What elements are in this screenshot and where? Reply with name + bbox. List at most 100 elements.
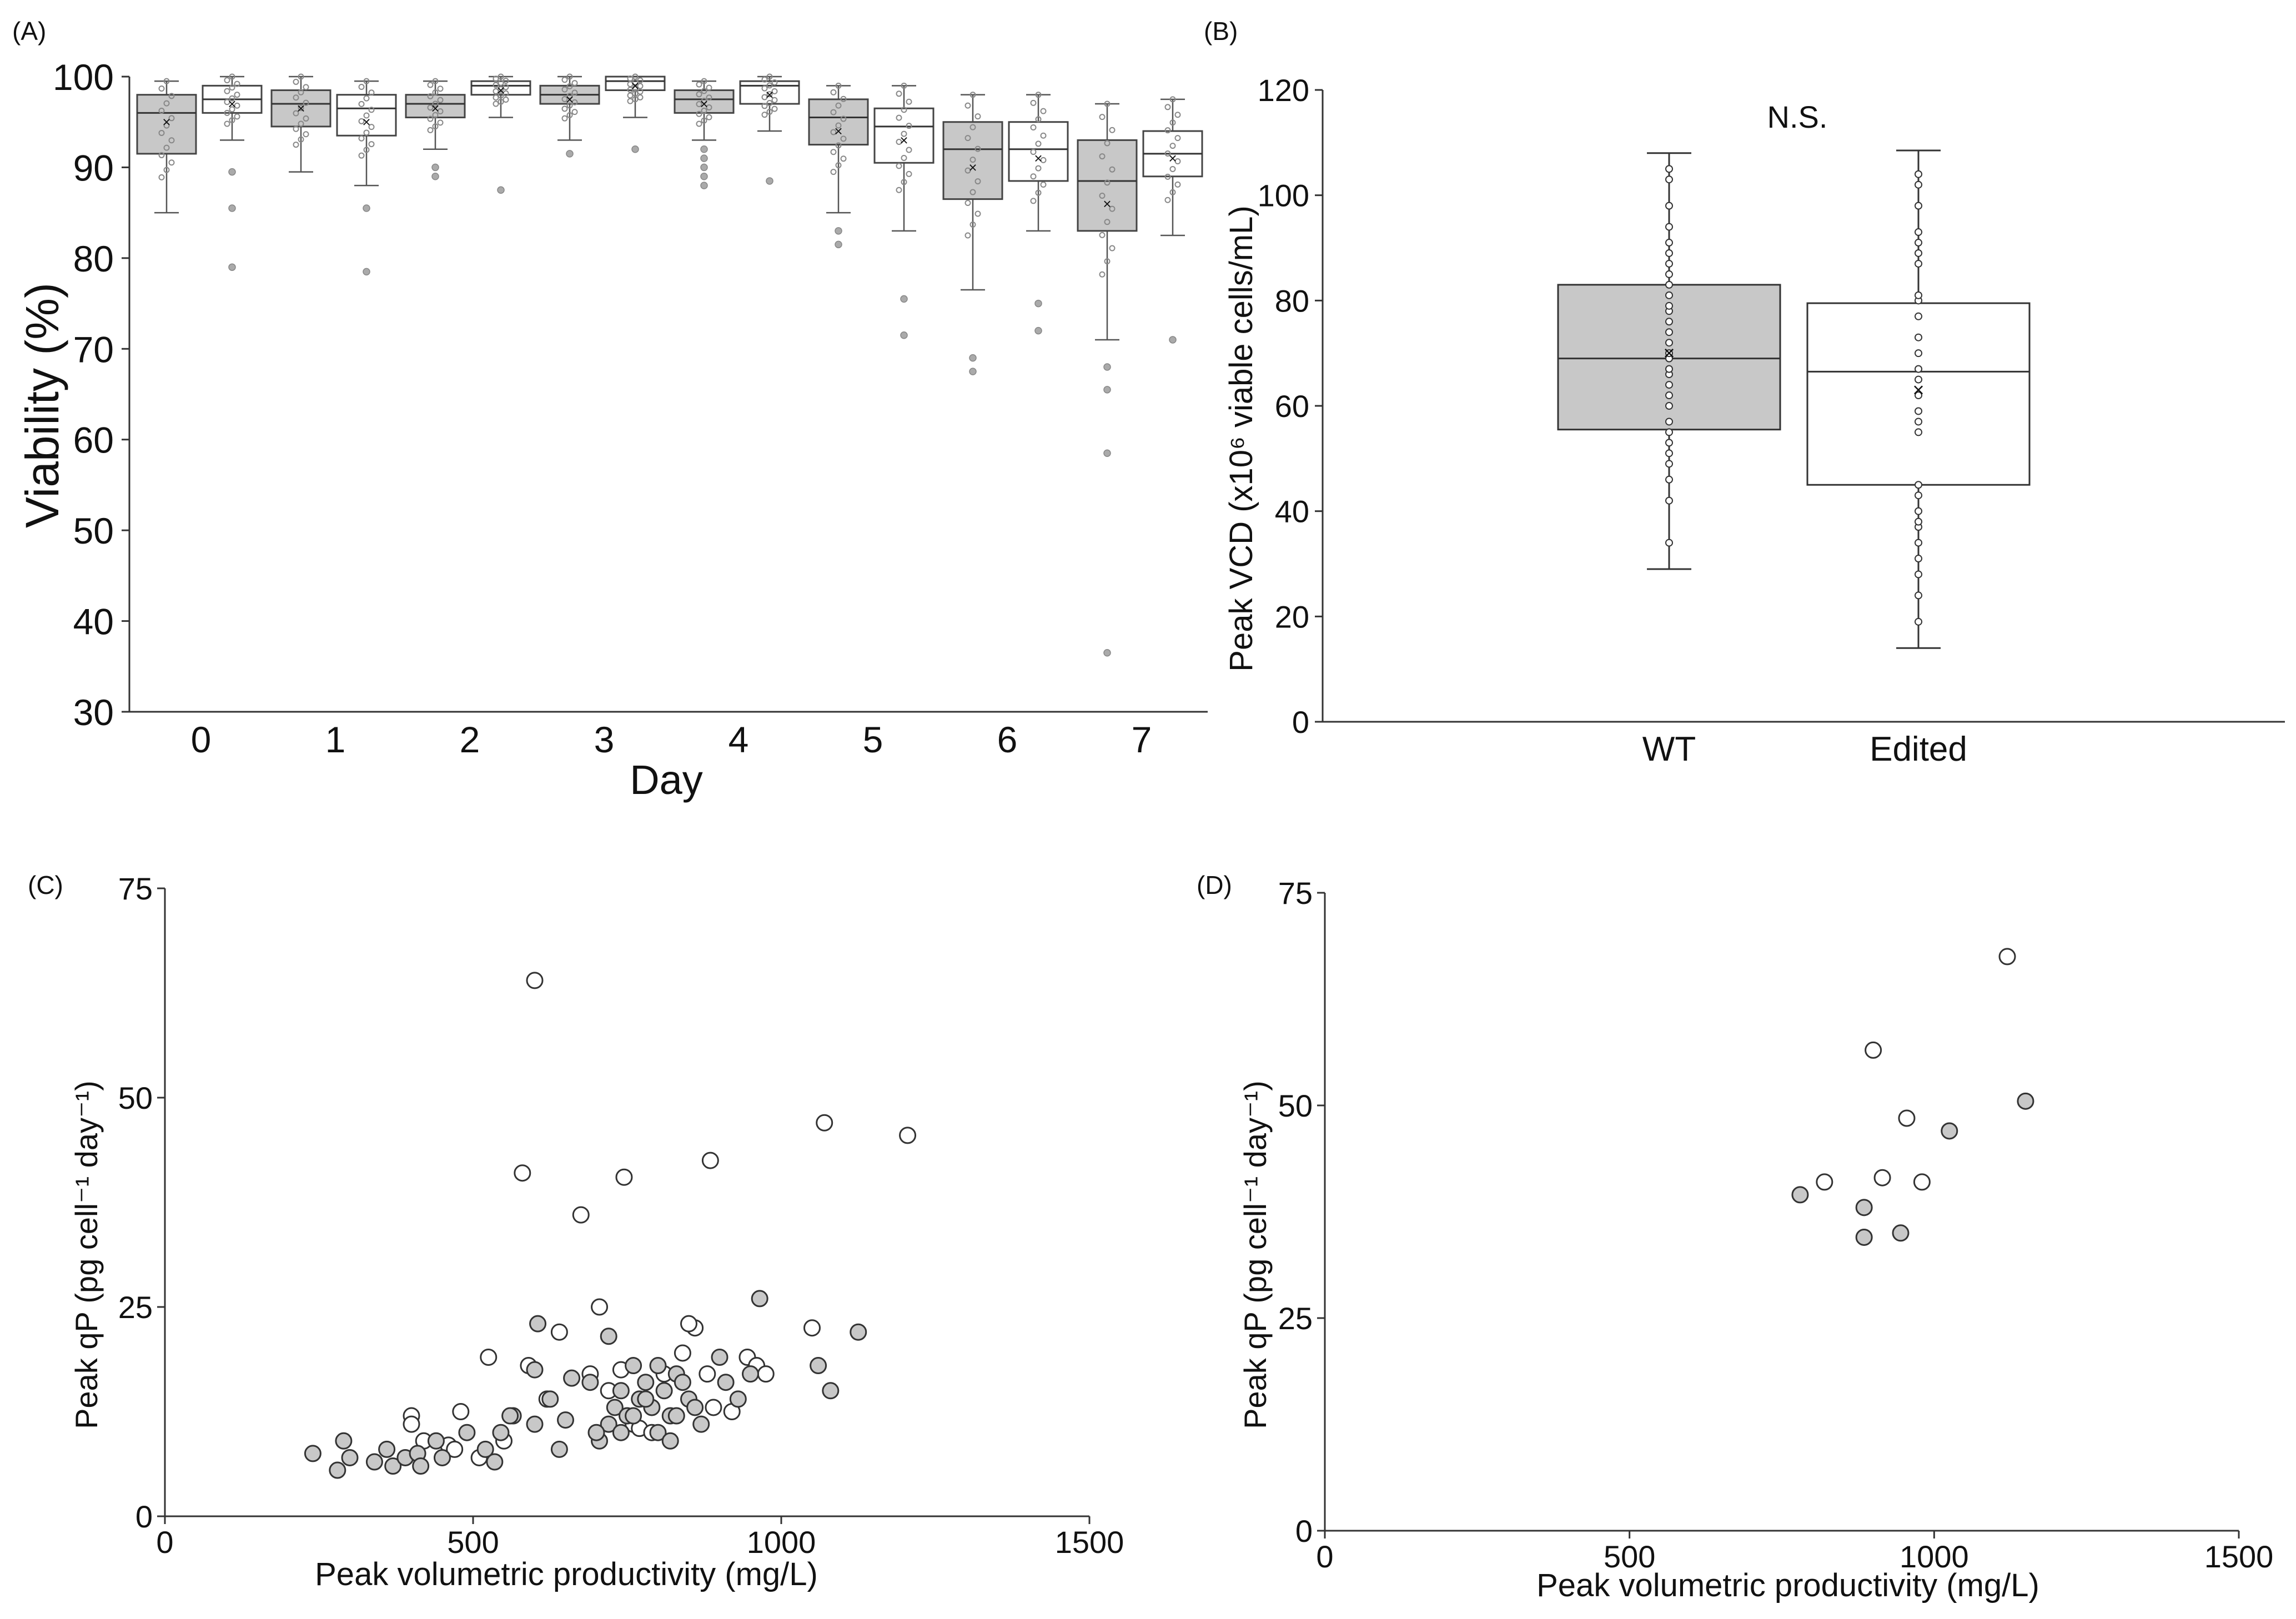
panel-d-ylabel: Peak qP (pg cell⁻¹ day⁻¹): [1238, 1080, 1273, 1429]
data-point: [729, 1390, 747, 1408]
data-point: [498, 98, 504, 105]
mean-marker: ×: [1912, 379, 1924, 401]
data-point: [1915, 312, 1922, 320]
data-point: [368, 124, 375, 130]
data-point: [766, 91, 773, 98]
data-point: [1665, 280, 1673, 289]
data-point: [1035, 116, 1042, 123]
panel-b-ns-label: N.S.: [1767, 99, 1828, 134]
data-point: [1665, 339, 1673, 347]
data-point: [1915, 365, 1922, 373]
data-point: [771, 97, 778, 103]
data-point: [566, 83, 573, 89]
data-point: [303, 131, 309, 138]
data-point: [566, 93, 573, 99]
data-point: [1104, 179, 1111, 186]
data-point: [434, 1449, 451, 1466]
data-point: [974, 113, 981, 120]
data-point: [964, 102, 971, 109]
data-point: [358, 135, 365, 142]
data-point: [541, 1390, 559, 1408]
data-point: [1915, 591, 1922, 600]
data-point: [303, 115, 309, 122]
data-point: [1915, 333, 1922, 341]
mean-marker: ×: [700, 95, 708, 112]
data-point: [1915, 407, 1922, 415]
data-point: [168, 93, 175, 99]
x-tick-label: 2: [460, 719, 480, 760]
data-point: [452, 1403, 470, 1420]
data-point: [168, 115, 175, 122]
data-point: [771, 79, 778, 86]
x-tick-label: 7: [1132, 719, 1152, 760]
data-point: [493, 94, 499, 101]
data-point: [964, 232, 971, 239]
data-point: [363, 129, 370, 136]
y-tick-label: 60: [1275, 389, 1309, 424]
data-point: [761, 94, 768, 100]
data-point: [835, 82, 842, 89]
data-point: [1665, 175, 1673, 184]
panel-b-plot: 0 20 40 60 80 100 120 × ×: [1258, 73, 2285, 740]
data-point: [503, 96, 509, 103]
data-point: [901, 82, 907, 89]
data-point: [1174, 112, 1181, 118]
data-point: [1109, 245, 1116, 252]
data-point: [437, 97, 444, 103]
data-point: [701, 107, 707, 114]
data-point: [1665, 202, 1673, 210]
outlier-point: [228, 168, 236, 176]
data-point: [840, 155, 847, 162]
data-point: [835, 162, 842, 169]
data-point: [1915, 180, 1922, 189]
data-point: [899, 1127, 917, 1144]
box: [942, 121, 1003, 200]
data-point: [1164, 150, 1171, 157]
data-point: [368, 107, 375, 113]
data-point: [632, 79, 639, 86]
data-point: [901, 130, 907, 137]
data-point: [1099, 271, 1106, 278]
mean-marker: ×: [834, 123, 842, 139]
outlier-point: [431, 173, 439, 180]
x-tick-label: 0: [191, 719, 212, 760]
data-point: [1174, 135, 1181, 142]
data-point: [561, 115, 568, 122]
data-point: [1898, 1109, 1916, 1127]
data-point: [974, 210, 981, 217]
data-point: [571, 89, 578, 96]
data-point: [974, 178, 981, 185]
data-point: [571, 109, 578, 115]
data-point: [493, 82, 499, 88]
data-point: [705, 1399, 722, 1416]
data-point: [1865, 1041, 1882, 1059]
x-tick-label: 1: [325, 719, 346, 760]
data-point: [761, 103, 768, 109]
data-point: [706, 84, 712, 91]
data-point: [368, 89, 375, 96]
data-point: [498, 79, 504, 86]
data-point: [606, 1399, 624, 1416]
data-point: [163, 78, 170, 84]
data-point: [1164, 197, 1171, 203]
data-point: [358, 118, 365, 124]
data-point: [298, 136, 304, 143]
data-point: [427, 104, 434, 111]
data-point: [234, 113, 240, 120]
data-point: [581, 1374, 599, 1391]
data-point: [561, 77, 568, 83]
data-point: [1915, 170, 1922, 178]
data-point: [437, 86, 444, 92]
data-point: [969, 189, 976, 195]
mean-marker: ×: [297, 100, 305, 117]
data-point: [1665, 318, 1673, 326]
data-point: [835, 122, 842, 129]
y-tick-label: 50: [118, 1080, 153, 1115]
data-point: [234, 102, 240, 109]
panel-b-ylabel: Peak VCD (x10⁶ viable cells/mL): [1223, 205, 1259, 671]
data-point: [1915, 291, 1922, 299]
data-point: [674, 1374, 691, 1391]
data-point: [224, 77, 230, 84]
x-tick-label: 500: [447, 1525, 499, 1560]
data-point: [158, 152, 165, 158]
